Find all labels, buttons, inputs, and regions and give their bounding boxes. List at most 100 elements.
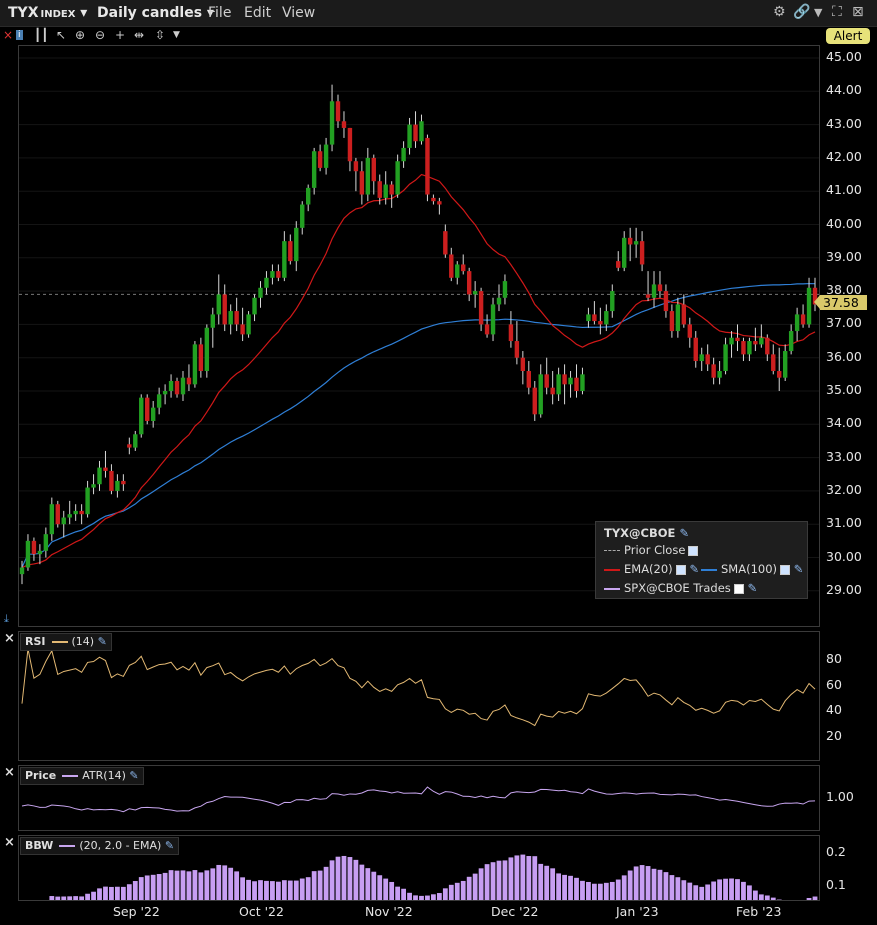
bbw-bar bbox=[431, 894, 436, 900]
bars-icon[interactable]: ┃┃ bbox=[34, 28, 49, 42]
pin-icon[interactable]: ⤓ bbox=[4, 612, 9, 625]
candle bbox=[365, 147, 371, 202]
price-panel[interactable] bbox=[18, 45, 820, 627]
timeframe-selector[interactable]: Daily candles ▾ bbox=[97, 5, 214, 21]
info-icon[interactable]: i bbox=[16, 30, 23, 40]
candle bbox=[317, 144, 323, 172]
bbw-bar bbox=[353, 859, 359, 900]
price-axis-label: 35.00 bbox=[826, 382, 862, 397]
close-icon[interactable]: × bbox=[4, 835, 15, 850]
bbw-bar bbox=[180, 870, 186, 900]
candle bbox=[329, 84, 335, 152]
bbw-bar bbox=[723, 878, 728, 900]
bbw-bar bbox=[329, 860, 335, 900]
candle bbox=[419, 114, 424, 145]
candle bbox=[580, 367, 585, 395]
candle bbox=[73, 504, 78, 521]
candle bbox=[777, 347, 782, 391]
candle bbox=[669, 304, 675, 338]
candle bbox=[425, 134, 430, 202]
bbw-bar bbox=[317, 870, 323, 900]
edit-icon[interactable]: ✎ bbox=[679, 526, 690, 540]
candle bbox=[741, 337, 746, 362]
checkbox[interactable] bbox=[688, 545, 699, 556]
bbw-bar bbox=[210, 868, 216, 900]
pan-icon[interactable]: ⇹ bbox=[134, 28, 145, 42]
zoom-out-icon[interactable]: ⊖ bbox=[95, 28, 106, 42]
bbw-bar bbox=[204, 870, 210, 900]
close-icon[interactable]: × bbox=[3, 28, 14, 42]
atr-panel[interactable] bbox=[18, 765, 820, 831]
maximize-icon[interactable]: ⛶ bbox=[832, 4, 842, 20]
candle bbox=[443, 224, 448, 258]
candle bbox=[150, 400, 156, 428]
bbw-bar bbox=[586, 881, 591, 900]
checkbox[interactable] bbox=[780, 564, 791, 575]
bbw-bar bbox=[651, 868, 657, 900]
candle bbox=[449, 247, 454, 282]
candle bbox=[305, 184, 311, 212]
zoom-in-icon[interactable]: ⊕ bbox=[75, 28, 86, 42]
symbol-selector[interactable]: TYX INDEX ▾ bbox=[8, 5, 88, 21]
price-axis-label: 31.00 bbox=[826, 515, 862, 531]
gear-icon[interactable]: ⚙ bbox=[773, 4, 786, 20]
close-icon[interactable]: × bbox=[4, 765, 15, 780]
price-axis-label: 37.00 bbox=[826, 315, 862, 331]
candle bbox=[472, 281, 478, 308]
price-axis-label: 34.00 bbox=[826, 415, 862, 431]
bbw-bar bbox=[114, 886, 120, 900]
bbw-chart bbox=[49, 854, 818, 900]
checkbox[interactable] bbox=[675, 564, 686, 575]
close-window-icon[interactable]: ⊠ bbox=[852, 4, 864, 20]
rsi-label[interactable]: RSI (14) ✎ bbox=[20, 633, 112, 651]
bbw-bar bbox=[192, 870, 198, 900]
bbw-bar bbox=[252, 881, 257, 900]
bbw-bar bbox=[717, 879, 723, 900]
menu-view[interactable]: View bbox=[282, 5, 316, 21]
bbw-bar bbox=[222, 865, 228, 900]
bbw-label[interactable]: BBW (20, 2.0 - EMA) ✎ bbox=[20, 837, 180, 855]
checkbox[interactable] bbox=[733, 583, 744, 594]
close-icon[interactable]: × bbox=[4, 631, 15, 646]
candle bbox=[180, 371, 186, 401]
crosshair-icon[interactable]: + bbox=[115, 28, 126, 42]
menu-file[interactable]: File bbox=[208, 5, 232, 21]
bbw-bar bbox=[490, 862, 496, 900]
link-icon[interactable]: 🔗 bbox=[793, 4, 811, 20]
bbw-bar bbox=[162, 872, 168, 900]
bbw-bar bbox=[120, 886, 126, 900]
price-chart bbox=[19, 57, 819, 592]
bbw-bar bbox=[407, 892, 412, 900]
edit-icon: ✎ bbox=[689, 562, 699, 576]
rsi-panel[interactable] bbox=[18, 631, 820, 761]
candle bbox=[556, 367, 561, 401]
cursor-icon[interactable]: ↖ bbox=[56, 28, 67, 42]
candle bbox=[717, 361, 722, 385]
bbw-bar bbox=[568, 875, 573, 900]
bbw-bar bbox=[615, 879, 621, 900]
price-axis-label: 38.00 bbox=[826, 282, 862, 298]
tool-dropdown-icon[interactable]: ▼ bbox=[173, 30, 180, 40]
candle bbox=[288, 234, 293, 265]
bbw-bar bbox=[61, 896, 67, 900]
legend-ema: EMA(20) ✎ bbox=[604, 562, 699, 576]
x-axis-label: Sep '22 bbox=[113, 904, 160, 919]
candle bbox=[693, 331, 698, 368]
bbw-bar bbox=[597, 883, 603, 900]
atr-chart bbox=[21, 786, 816, 813]
atr-label[interactable]: Price ATR(14) ✎ bbox=[20, 767, 144, 785]
bbw-bar bbox=[258, 880, 263, 900]
candle bbox=[627, 227, 633, 262]
candle bbox=[228, 304, 233, 335]
bbw-bar bbox=[335, 856, 341, 900]
bbw-bar bbox=[466, 876, 472, 900]
bbw-bar bbox=[413, 895, 418, 900]
bbw-bar bbox=[341, 855, 347, 900]
menu-edit[interactable]: Edit bbox=[244, 5, 272, 21]
bbw-bar bbox=[770, 897, 776, 900]
candle bbox=[723, 337, 728, 375]
alert-button[interactable]: Alert bbox=[826, 28, 870, 44]
candle bbox=[103, 450, 108, 478]
measure-icon[interactable]: ⇳ bbox=[155, 28, 166, 42]
chevron-down-icon[interactable]: ▼ bbox=[814, 6, 823, 19]
